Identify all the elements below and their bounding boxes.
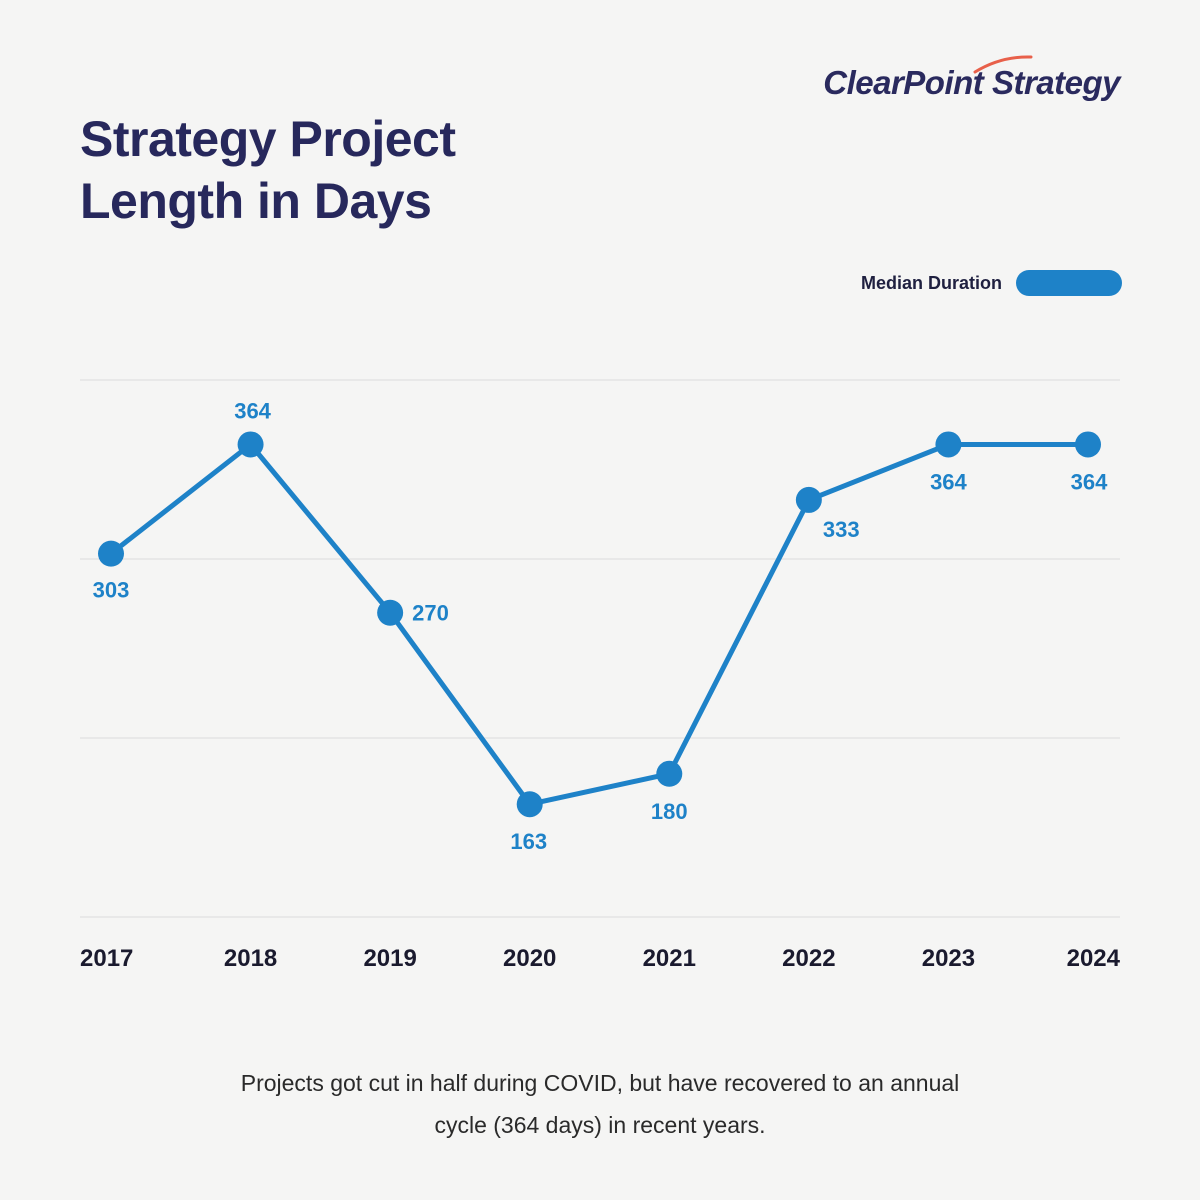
brand-logo: ClearPoint Strategy [823, 55, 1120, 102]
line-chart: 303 364 270 163 180 333 364 364 2017 2018 2019 2020… [80, 379, 1121, 972]
legend-swatch [1016, 270, 1122, 296]
logo-swoosh-icon [973, 55, 1033, 74]
chart-title-line-2: Length in Days [80, 173, 432, 229]
data-point [377, 599, 404, 626]
chart-title: Strategy Project Length in Days [80, 108, 456, 232]
data-label: 163 [510, 829, 547, 854]
x-tick-label: 2020 [503, 945, 556, 972]
data-point [656, 760, 683, 787]
data-point [935, 431, 962, 458]
x-tick-label: 2021 [643, 945, 696, 972]
chart-title-line-1: Strategy Project [80, 111, 456, 167]
data-point [237, 431, 264, 458]
x-tick-label: 2023 [922, 945, 975, 972]
data-label: 180 [651, 799, 688, 824]
series-line [108, 441, 1091, 807]
chart-legend: Median Duration [861, 270, 1122, 296]
x-tick-label: 2018 [224, 945, 277, 972]
data-point [98, 540, 124, 567]
data-label: 364 [234, 398, 271, 423]
brand-name: ClearPoint Strategy [823, 64, 1120, 101]
data-point [1075, 431, 1101, 458]
chart-caption: Projects got cut in half during COVID, b… [0, 1062, 1200, 1146]
data-point [516, 791, 543, 818]
x-tick-label: 2022 [782, 945, 835, 972]
x-tick-label: 2017 [80, 945, 133, 972]
data-label: 303 [93, 578, 130, 603]
data-label: 333 [823, 517, 860, 542]
data-point [795, 486, 822, 513]
data-label: 364 [1071, 469, 1108, 494]
data-label: 364 [930, 469, 967, 494]
x-tick-label: 2024 [1067, 945, 1121, 972]
data-label: 270 [412, 601, 449, 626]
x-tick-label: 2019 [363, 945, 416, 972]
legend-label: Median Duration [860, 272, 1002, 293]
caption-text: Projects got cut in half during COVID, b… [240, 1070, 960, 1138]
